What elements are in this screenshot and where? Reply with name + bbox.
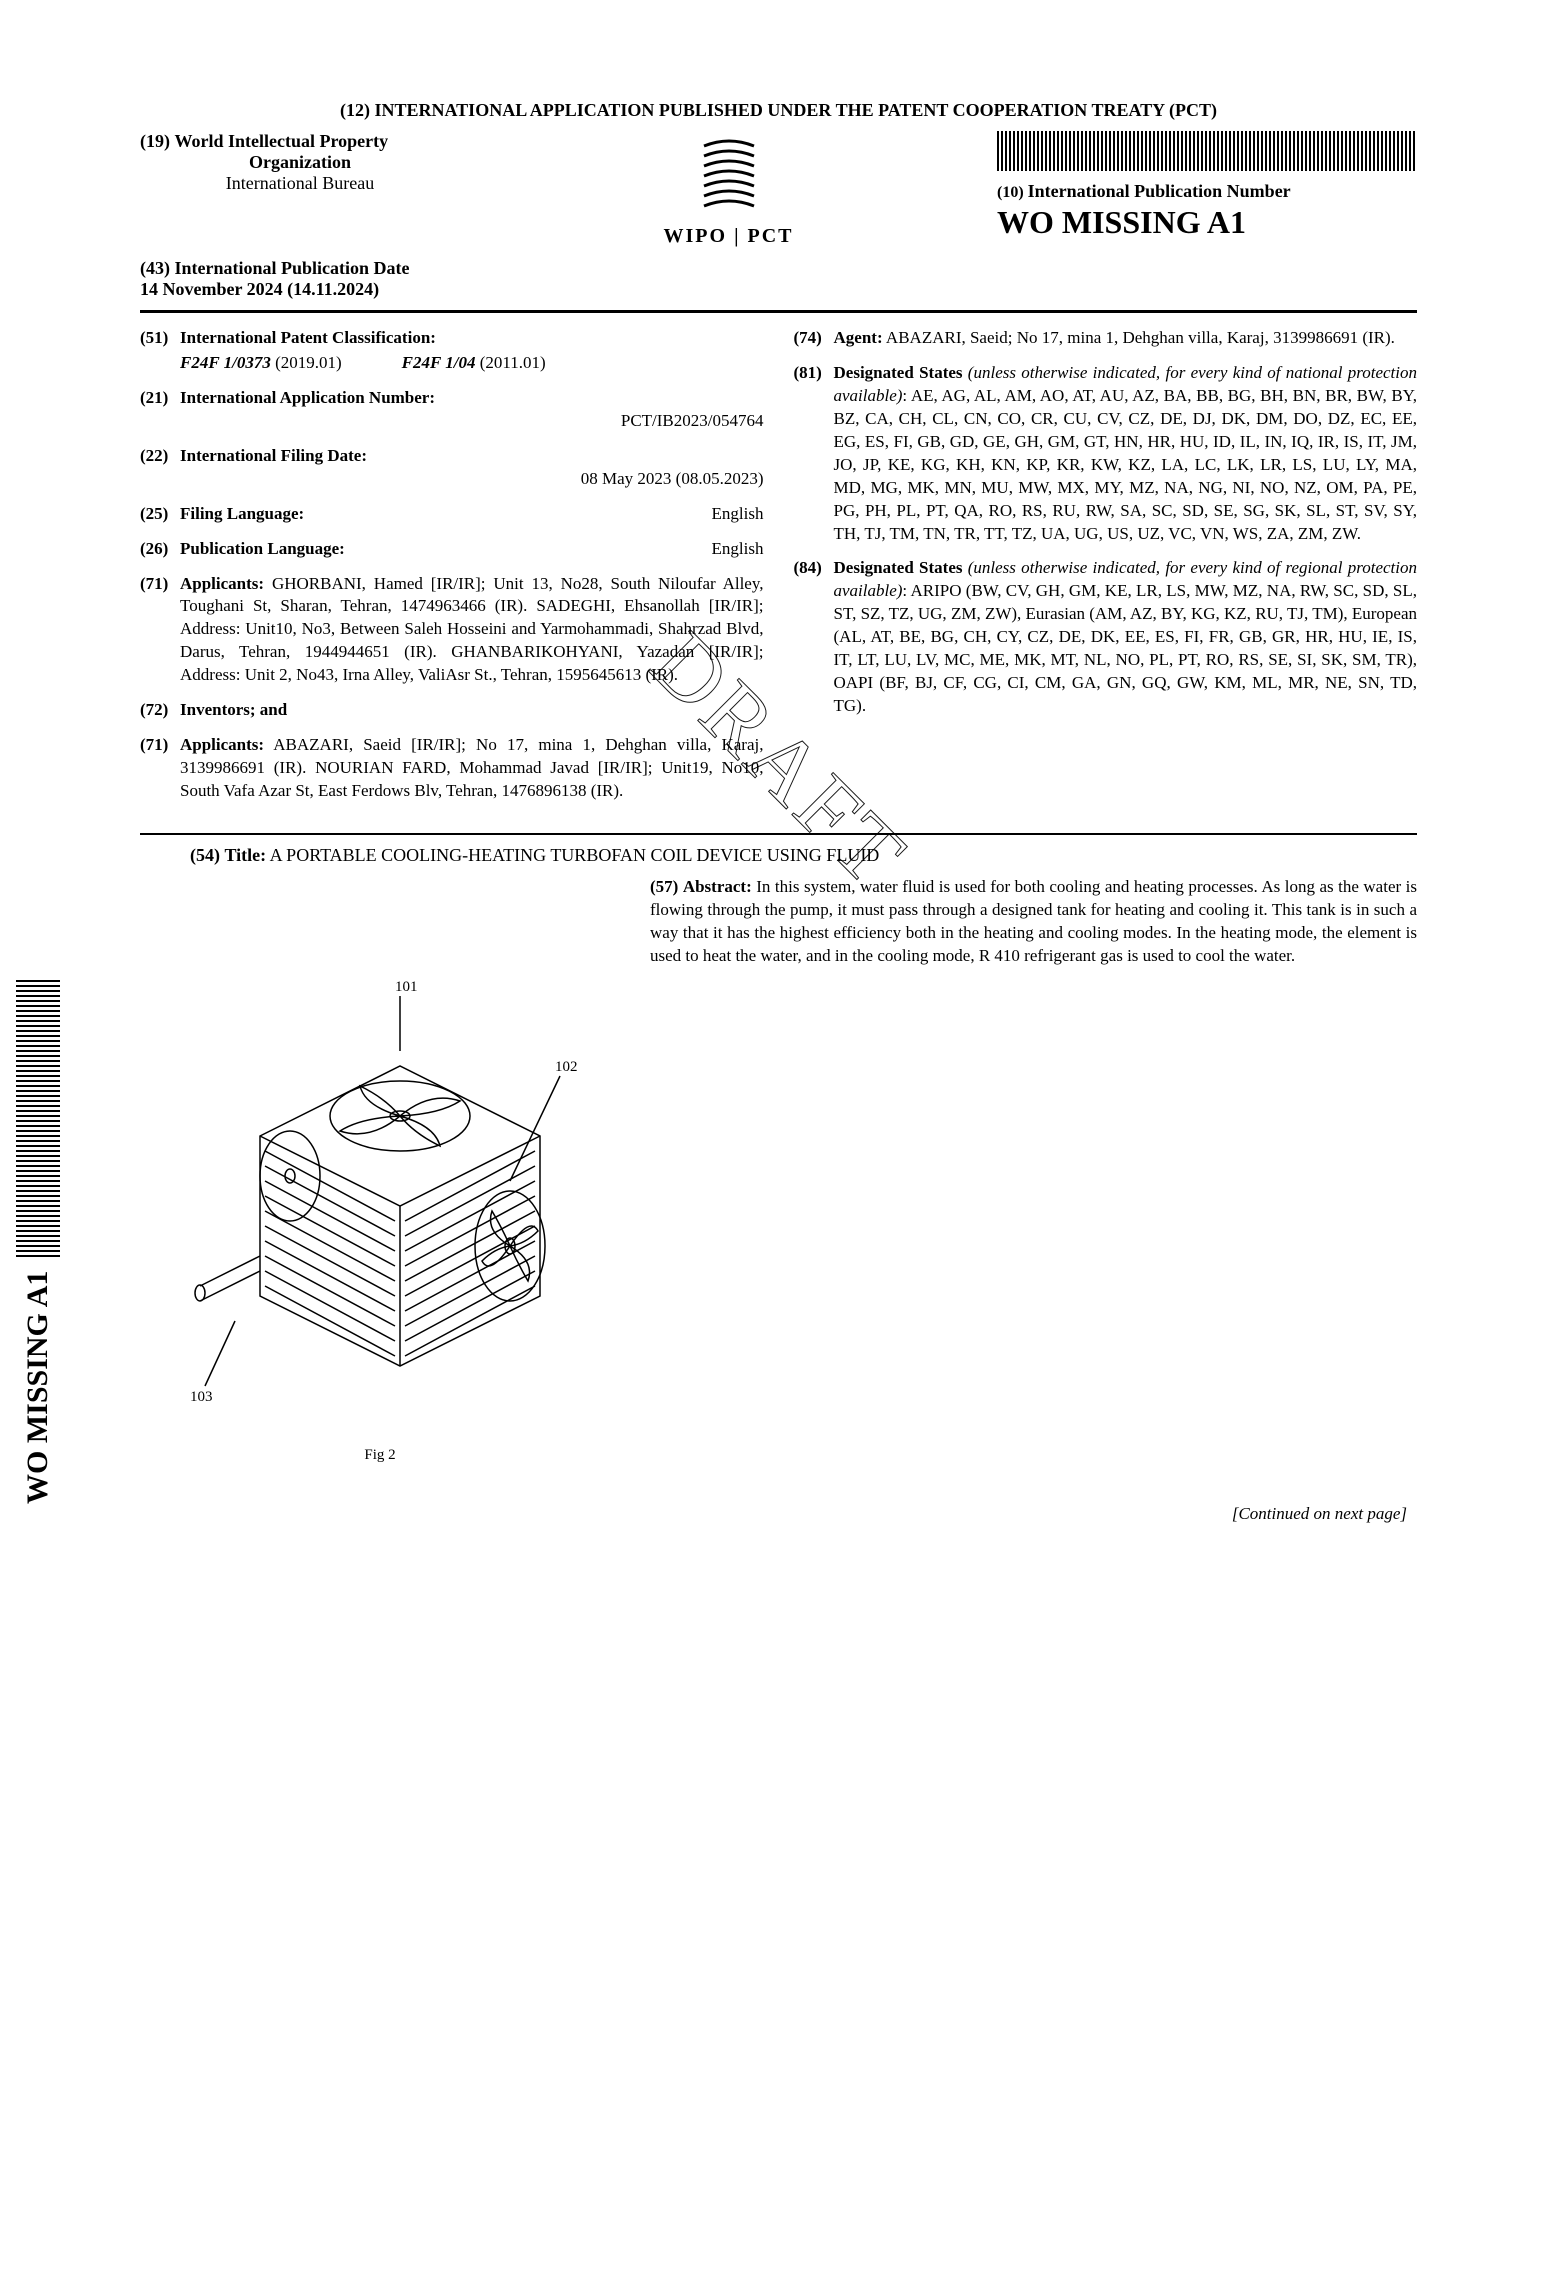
logo-text: WIPO | PCT: [629, 225, 829, 248]
appnum-value: PCT/IB2023/054764: [180, 410, 764, 433]
pubdate-label: International Publication Date: [175, 258, 410, 278]
states84-field: (84) Designated States (unless otherwise…: [794, 557, 1418, 718]
applicants1-field: (71) Applicants: GHORBANI, Hamed [IR/IR]…: [140, 573, 764, 688]
pubnum-block: (10) International Publication Number WO…: [997, 131, 1417, 241]
states81-field: (81) Designated States (unless otherwise…: [794, 362, 1418, 546]
agent-field: (74) Agent: ABAZARI, Saeid; No 17, mina …: [794, 327, 1418, 350]
ipc-c2: F24F 1/04: [402, 353, 476, 372]
title-text: A PORTABLE COOLING-HEATING TURBOFAN COIL…: [266, 845, 879, 865]
flang-value: English: [712, 503, 764, 526]
plang-field: (26) Publication Language: English: [140, 538, 764, 561]
flang-field: (25) Filing Language: English: [140, 503, 764, 526]
pct-header: (12) INTERNATIONAL APPLICATION PUBLISHED…: [140, 100, 1417, 121]
agent-text: ABAZARI, Saeid; No 17, mina 1, Dehghan v…: [883, 328, 1395, 347]
org-line3: International Bureau: [140, 173, 460, 194]
title-label: Title:: [225, 845, 267, 865]
rule-top: [140, 310, 1417, 313]
title-row: (54) Title: A PORTABLE COOLING-HEATING T…: [190, 845, 1417, 866]
barcode-vertical: [16, 977, 60, 1257]
flang-label: Filing Language:: [180, 503, 304, 526]
appnum-num: (21): [140, 387, 180, 433]
agent-label: Agent:: [834, 328, 883, 347]
pubdate-value: 14 November 2024 (14.11.2024): [140, 279, 460, 300]
figure-drawing: 101 102 103: [140, 876, 620, 1436]
plang-num: (26): [140, 538, 180, 561]
flang-num: (25): [140, 503, 180, 526]
pubdate-num: (43): [140, 258, 170, 278]
inventors-field: (72) Inventors; and: [140, 699, 764, 722]
pubnum-num: (10): [997, 184, 1024, 201]
applicants1-num: (71): [140, 573, 180, 688]
side-marks: WO MISSING A1: [16, 977, 60, 1504]
continued-note: [Continued on next page]: [140, 1504, 1407, 1524]
inventors-num: (72): [140, 699, 180, 722]
applicants1-text: GHORBANI, Hamed [IR/IR]; Unit 13, No28, …: [180, 574, 764, 685]
states84-num: (84): [794, 557, 834, 718]
abstract-row: 101 102 103 Fig 2 (57) Abstract: In this…: [140, 876, 1417, 1464]
fig-label-102: 102: [555, 1059, 578, 1075]
appnum-field: (21) International Application Number: P…: [140, 387, 764, 433]
ipc-label: International Patent Classification:: [180, 327, 764, 350]
applicants2-label: Applicants:: [180, 735, 264, 754]
wipo-logo-icon: [689, 131, 769, 221]
pubnum-value: WO MISSING A1: [997, 204, 1417, 241]
wipo-logo: WIPO | PCT: [629, 131, 829, 248]
fig-label-101: 101: [395, 979, 418, 995]
title-num: (54): [190, 845, 220, 865]
ipc-num: (51): [140, 327, 180, 375]
filedate-num: (22): [140, 445, 180, 491]
org-line2: Organization: [140, 152, 460, 173]
states84-text: : ARIPO (BW, CV, GH, GM, KE, LR, LS, MW,…: [834, 581, 1418, 715]
right-column: (74) Agent: ABAZARI, Saeid; No 17, mina …: [794, 327, 1418, 815]
figure-box: 101 102 103 Fig 2: [140, 876, 620, 1464]
ipc-c1: F24F 1/0373: [180, 353, 271, 372]
states84-label: Designated States: [834, 558, 963, 577]
ipc-field: (51) International Patent Classification…: [140, 327, 764, 375]
filedate-label: International Filing Date:: [180, 445, 764, 468]
applicants2-field: (71) Applicants: ABAZARI, Saeid [IR/IR];…: [140, 734, 764, 803]
abstract-body: In this system, water fluid is used for …: [650, 877, 1417, 965]
rule-mid: [140, 833, 1417, 835]
filedate-field: (22) International Filing Date: 08 May 2…: [140, 445, 764, 491]
barcode-horizontal: [997, 131, 1417, 171]
figure-caption: Fig 2: [140, 1447, 620, 1464]
org-num: (19): [140, 131, 170, 151]
filedate-value: 08 May 2023 (08.05.2023): [180, 468, 764, 491]
abstract-num: (57): [650, 877, 678, 896]
states81-num: (81): [794, 362, 834, 546]
inventors-label: Inventors; and: [180, 699, 764, 722]
pubnum-label: International Publication Number: [1028, 181, 1291, 201]
biblio-columns: (51) International Patent Classification…: [140, 327, 1417, 815]
pubdate-row: (43) International Publication Date 14 N…: [140, 258, 1417, 300]
applicants1-label: Applicants:: [180, 574, 264, 593]
ipc-c1v: (2019.01): [275, 353, 342, 372]
top-row: (19) World Intellectual Property Organiz…: [140, 131, 1417, 248]
applicants2-num: (71): [140, 734, 180, 803]
org-block: (19) World Intellectual Property Organiz…: [140, 131, 460, 194]
org-line1: World Intellectual Property: [175, 131, 389, 151]
plang-label: Publication Language:: [180, 538, 345, 561]
ipc-c2v: (2011.01): [480, 353, 546, 372]
states81-label: Designated States: [834, 363, 963, 382]
left-column: (51) International Patent Classification…: [140, 327, 764, 815]
states81-text: : AE, AG, AL, AM, AO, AT, AU, AZ, BA, BB…: [834, 386, 1418, 543]
side-text: WO MISSING A1: [21, 1271, 55, 1504]
abstract-label: Abstract:: [683, 877, 752, 896]
fig-label-103: 103: [190, 1389, 213, 1405]
appnum-label: International Application Number:: [180, 387, 764, 410]
abstract-text: (57) Abstract: In this system, water flu…: [650, 876, 1417, 968]
plang-value: English: [712, 538, 764, 561]
applicants2-text: ABAZARI, Saeid [IR/IR]; No 17, mina 1, D…: [180, 735, 764, 800]
agent-num: (74): [794, 327, 834, 350]
